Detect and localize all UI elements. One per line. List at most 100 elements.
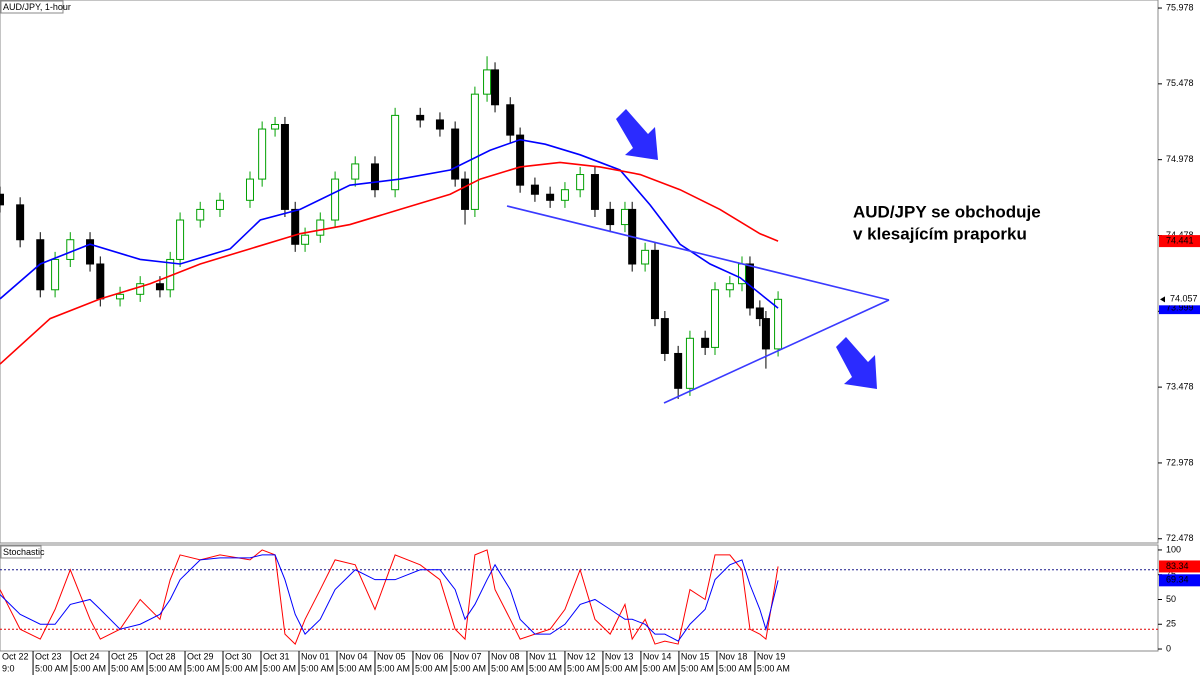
candle-body [351, 163, 360, 180]
candle-body [331, 178, 340, 221]
x-tick-sublabel: 9:0 [2, 663, 15, 673]
candle-body [451, 128, 460, 180]
y-tick-label: 72.978 [1166, 457, 1194, 467]
value-box [1159, 574, 1200, 587]
title-box [0, 545, 42, 559]
y-tick-label: 74.478 [1166, 230, 1194, 240]
y-tick-label: 73.478 [1166, 381, 1194, 391]
candle-body [674, 352, 683, 389]
stochastic-panel [0, 544, 1159, 652]
candle-body [461, 178, 470, 210]
x-tick-label: Oct 31 [263, 651, 290, 661]
y-tick-label: 75 [1166, 569, 1176, 579]
x-tick-label: Nov 01 [301, 651, 330, 661]
arrow-down [616, 109, 658, 160]
candle-body [66, 239, 75, 260]
candle-body [245, 178, 254, 201]
trendline-upper [506, 205, 890, 301]
candle-body [560, 189, 569, 201]
candle-body [86, 239, 95, 265]
y-tick-label: 74.978 [1166, 154, 1194, 164]
candle-body [316, 219, 325, 236]
trendline-lower [663, 299, 890, 404]
candle-body [755, 307, 764, 320]
x-tick-label: Nov 08 [491, 651, 520, 661]
stochastic-line [0, 554, 779, 642]
candle-body [725, 283, 734, 291]
price-pointer [1160, 296, 1165, 303]
candle-body [506, 104, 515, 136]
x-tick-sublabel: 5:00 AM [605, 663, 638, 673]
x-tick-sublabel: 5:00 AM [301, 663, 334, 673]
candle-body [576, 174, 585, 191]
annotation: v klesajícím praporku [853, 224, 1027, 243]
x-tick-sublabel: 5:00 AM [263, 663, 296, 673]
value-box [1159, 293, 1200, 306]
candle-body [546, 193, 555, 201]
y-tick-label: 75.978 [1166, 2, 1194, 12]
value-label: 74.441 [1166, 235, 1194, 245]
candle-body [176, 219, 185, 260]
y-tick-label: 72.478 [1166, 533, 1194, 543]
candle-body [530, 184, 539, 195]
y-tick-label: 25 [1166, 619, 1176, 629]
x-tick-label: Nov 14 [643, 651, 672, 661]
candle-body [196, 208, 205, 221]
chart-title: AUD/JPY, 1-hour [3, 2, 71, 12]
candle-body [301, 234, 310, 245]
candle-body [0, 193, 4, 206]
candle-body [370, 163, 379, 191]
candle-body [116, 293, 125, 300]
candle-body [96, 263, 105, 300]
value-label: 83.34 [1166, 561, 1189, 571]
x-tick-sublabel: 5:00 AM [73, 663, 106, 673]
candle-body [291, 208, 300, 245]
title-box [0, 0, 64, 14]
x-tick-label: Nov 05 [377, 651, 406, 661]
candle-body [215, 199, 224, 210]
x-tick-label: Nov 04 [339, 651, 368, 661]
candle-body [280, 123, 289, 210]
x-tick-label: Oct 23 [35, 651, 62, 661]
arrow-down [836, 337, 877, 389]
x-tick-sublabel: 5:00 AM [757, 663, 790, 673]
candle-body [435, 119, 444, 130]
x-tick-label: Nov 18 [719, 651, 748, 661]
x-tick-sublabel: 5:00 AM [225, 663, 258, 673]
candle-body [620, 208, 629, 226]
y-tick-label: 100 [1166, 544, 1181, 554]
x-tick-sublabel: 5:00 AM [187, 663, 220, 673]
y-tick-label: 0 [1166, 643, 1171, 653]
current-price: 74.057 [1170, 294, 1198, 304]
x-tick-sublabel: 5:00 AM [719, 663, 752, 673]
candle-body [470, 93, 479, 210]
candle-body [590, 174, 599, 210]
x-tick-label: Oct 28 [149, 651, 176, 661]
candle-body [16, 204, 25, 241]
x-tick-sublabel: 5:00 AM [415, 663, 448, 673]
candle-body [685, 337, 694, 389]
candle-body [516, 134, 525, 186]
annotation: AUD/JPY se obchoduje [853, 202, 1041, 221]
x-tick-sublabel: 5:00 AM [339, 663, 372, 673]
candle-body [271, 123, 280, 130]
candle-body [711, 289, 720, 348]
candle-body [606, 208, 615, 226]
x-tick-label: Nov 06 [415, 651, 444, 661]
x-tick-label: Oct 22 [2, 651, 29, 661]
candle-body [650, 249, 659, 320]
candle-body [761, 318, 770, 350]
candle-body [491, 69, 500, 106]
x-tick-label: Nov 12 [567, 651, 596, 661]
x-tick-label: Nov 11 [529, 651, 557, 661]
value-box [1159, 235, 1200, 248]
candle-body [155, 283, 164, 291]
main-panel [0, 0, 1159, 544]
y-tick-label: 50 [1166, 594, 1176, 604]
x-tick-sublabel: 5:00 AM [567, 663, 600, 673]
candle-body [136, 283, 145, 295]
x-tick-sublabel: 5:00 AM [491, 663, 524, 673]
moving-average [0, 161, 779, 365]
